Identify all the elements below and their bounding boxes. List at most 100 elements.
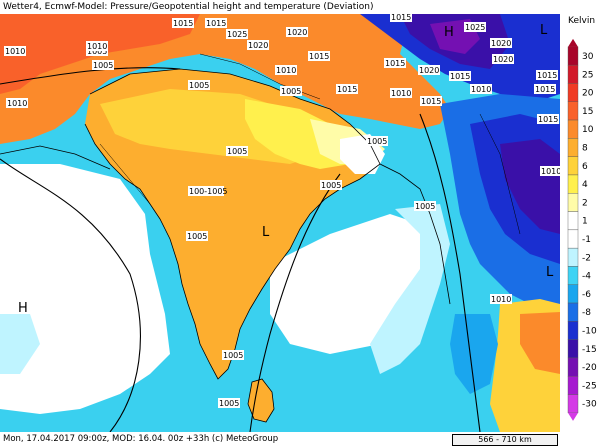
legend-swatch	[567, 156, 579, 176]
svg-text:1015: 1015	[173, 19, 193, 28]
legend-swatch	[567, 138, 579, 157]
svg-text:1005: 1005	[93, 61, 113, 70]
legend-label: -15	[582, 345, 597, 355]
svg-text:1020: 1020	[493, 55, 513, 64]
isobar-label: 1010	[6, 98, 28, 108]
isobar-label: 1015	[205, 18, 227, 28]
svg-text:1015: 1015	[309, 52, 329, 61]
isobar-label: 1025	[464, 22, 486, 32]
svg-text:1015: 1015	[538, 115, 558, 124]
legend-swatch	[567, 229, 579, 249]
svg-text:1010: 1010	[87, 42, 107, 51]
isobar-label: 1005	[280, 86, 302, 96]
svg-text:1005: 1005	[87, 47, 107, 56]
svg-text:1015: 1015	[535, 85, 555, 94]
svg-text:1005: 1005	[223, 351, 243, 360]
svg-text:1015: 1015	[421, 97, 441, 106]
legend-label: -10	[582, 327, 597, 337]
svg-text:1010: 1010	[541, 167, 560, 176]
legend-arrow-down	[568, 412, 578, 421]
border-line	[99, 143, 151, 205]
isobar-label: 1015	[172, 18, 194, 28]
high-pressure-center: H	[444, 25, 454, 40]
svg-text:1010: 1010	[5, 47, 25, 56]
legend-label: 10	[582, 125, 594, 135]
legend-colorbar: 30 25 20 15 10 8 6 4 2 1 -1 -2 -4 -6 -8 -10 -15 -20 -25 -30	[567, 38, 597, 421]
legend-swatch	[567, 284, 579, 304]
legend-label: 20	[582, 89, 594, 99]
bay-pale-area	[370, 204, 450, 374]
legend-label: -20	[582, 363, 597, 373]
svg-text:1010: 1010	[391, 89, 411, 98]
legend-swatch	[567, 321, 579, 340]
isobar-label: 1005	[218, 398, 240, 408]
isobar-label: 1020	[247, 40, 269, 50]
svg-text:1005: 1005	[219, 399, 239, 408]
svg-text:1015: 1015	[537, 71, 557, 80]
svg-text:1010: 1010	[276, 66, 296, 75]
svg-text:1005: 1005	[321, 181, 341, 190]
legend-swatch	[567, 83, 579, 102]
isobar-line-east	[419, 113, 481, 432]
map-title: Wetter4, Ecmwf-Model: Pressure/Geopotent…	[0, 0, 612, 14]
high-pressure-center: H	[18, 301, 28, 316]
isobar-label: 1015	[336, 84, 358, 94]
svg-text:1010: 1010	[491, 295, 511, 304]
low-pressure-center: L	[262, 225, 270, 240]
bay-east-coastline	[379, 163, 451, 305]
legend-swatch	[567, 119, 579, 139]
legend-swatch	[567, 376, 579, 395]
svg-text:1025: 1025	[465, 23, 485, 32]
isobar-label: 1020	[490, 38, 512, 48]
isobar-label: 1005	[186, 231, 208, 241]
svg-text:1015: 1015	[206, 19, 226, 28]
svg-text:1005: 1005	[189, 81, 209, 90]
isobar-label: 1015	[390, 14, 412, 22]
legend-label: -1	[582, 235, 591, 245]
scale-bar: 566 - 710 km	[452, 434, 558, 446]
svg-text:1010: 1010	[7, 99, 27, 108]
isobar-label: 1005	[226, 146, 248, 156]
legend-label: 6	[582, 162, 588, 172]
isobar-labels: 1010 1005 1015 1015 1025 1020 1020 1015 …	[4, 14, 560, 408]
svg-text:1015: 1015	[337, 85, 357, 94]
isobar-label: 1010	[86, 41, 108, 51]
svg-text:1020: 1020	[287, 28, 307, 37]
svg-text:1020: 1020	[248, 41, 268, 50]
svg-text:1010: 1010	[471, 85, 491, 94]
legend-swatch	[567, 339, 579, 359]
sri-lanka-outline	[247, 378, 275, 423]
andaman-blue	[450, 314, 498, 394]
isobar-label: 1025	[226, 29, 248, 39]
legend-label: 8	[582, 144, 588, 154]
southeast-hot	[520, 312, 560, 374]
low-pressure-center: L	[546, 265, 554, 280]
legend-label: -2	[582, 253, 591, 263]
svg-text:1015: 1015	[385, 59, 405, 68]
legend-swatch	[567, 266, 579, 285]
isobar-label: 1015	[420, 96, 442, 106]
isobar-label: 1005	[92, 60, 114, 70]
svg-text:1005: 1005	[281, 87, 301, 96]
legend-label: -6	[582, 290, 591, 300]
svg-text:1005: 1005	[227, 147, 247, 156]
isobar-label: 1010	[4, 46, 26, 56]
temperature-deviation-map[interactable]: 1010 1005 1015 1015 1025 1020 1020 1015 …	[0, 14, 560, 432]
isobar-label: 1015	[537, 114, 559, 124]
legend-swatch	[567, 46, 579, 66]
svg-text:1005: 1005	[187, 232, 207, 241]
isobar-label: 1005	[188, 80, 210, 90]
svg-text:1015: 1015	[450, 72, 470, 81]
legend-swatch	[567, 247, 579, 267]
isobar-label: 1015	[384, 58, 406, 68]
isobar-label: 1015	[536, 70, 558, 80]
legend-swatch	[567, 101, 579, 121]
svg-text:1020: 1020	[491, 39, 511, 48]
isobar-label: 1020	[492, 54, 514, 64]
svg-text:100-1005: 100-1005	[189, 187, 228, 196]
isobar-label: 1020	[418, 65, 440, 75]
isobar-label: 1010	[390, 88, 412, 98]
ocean-pale-patch	[0, 314, 40, 374]
legend-label: 2	[582, 198, 588, 208]
legend-swatch	[567, 357, 579, 377]
